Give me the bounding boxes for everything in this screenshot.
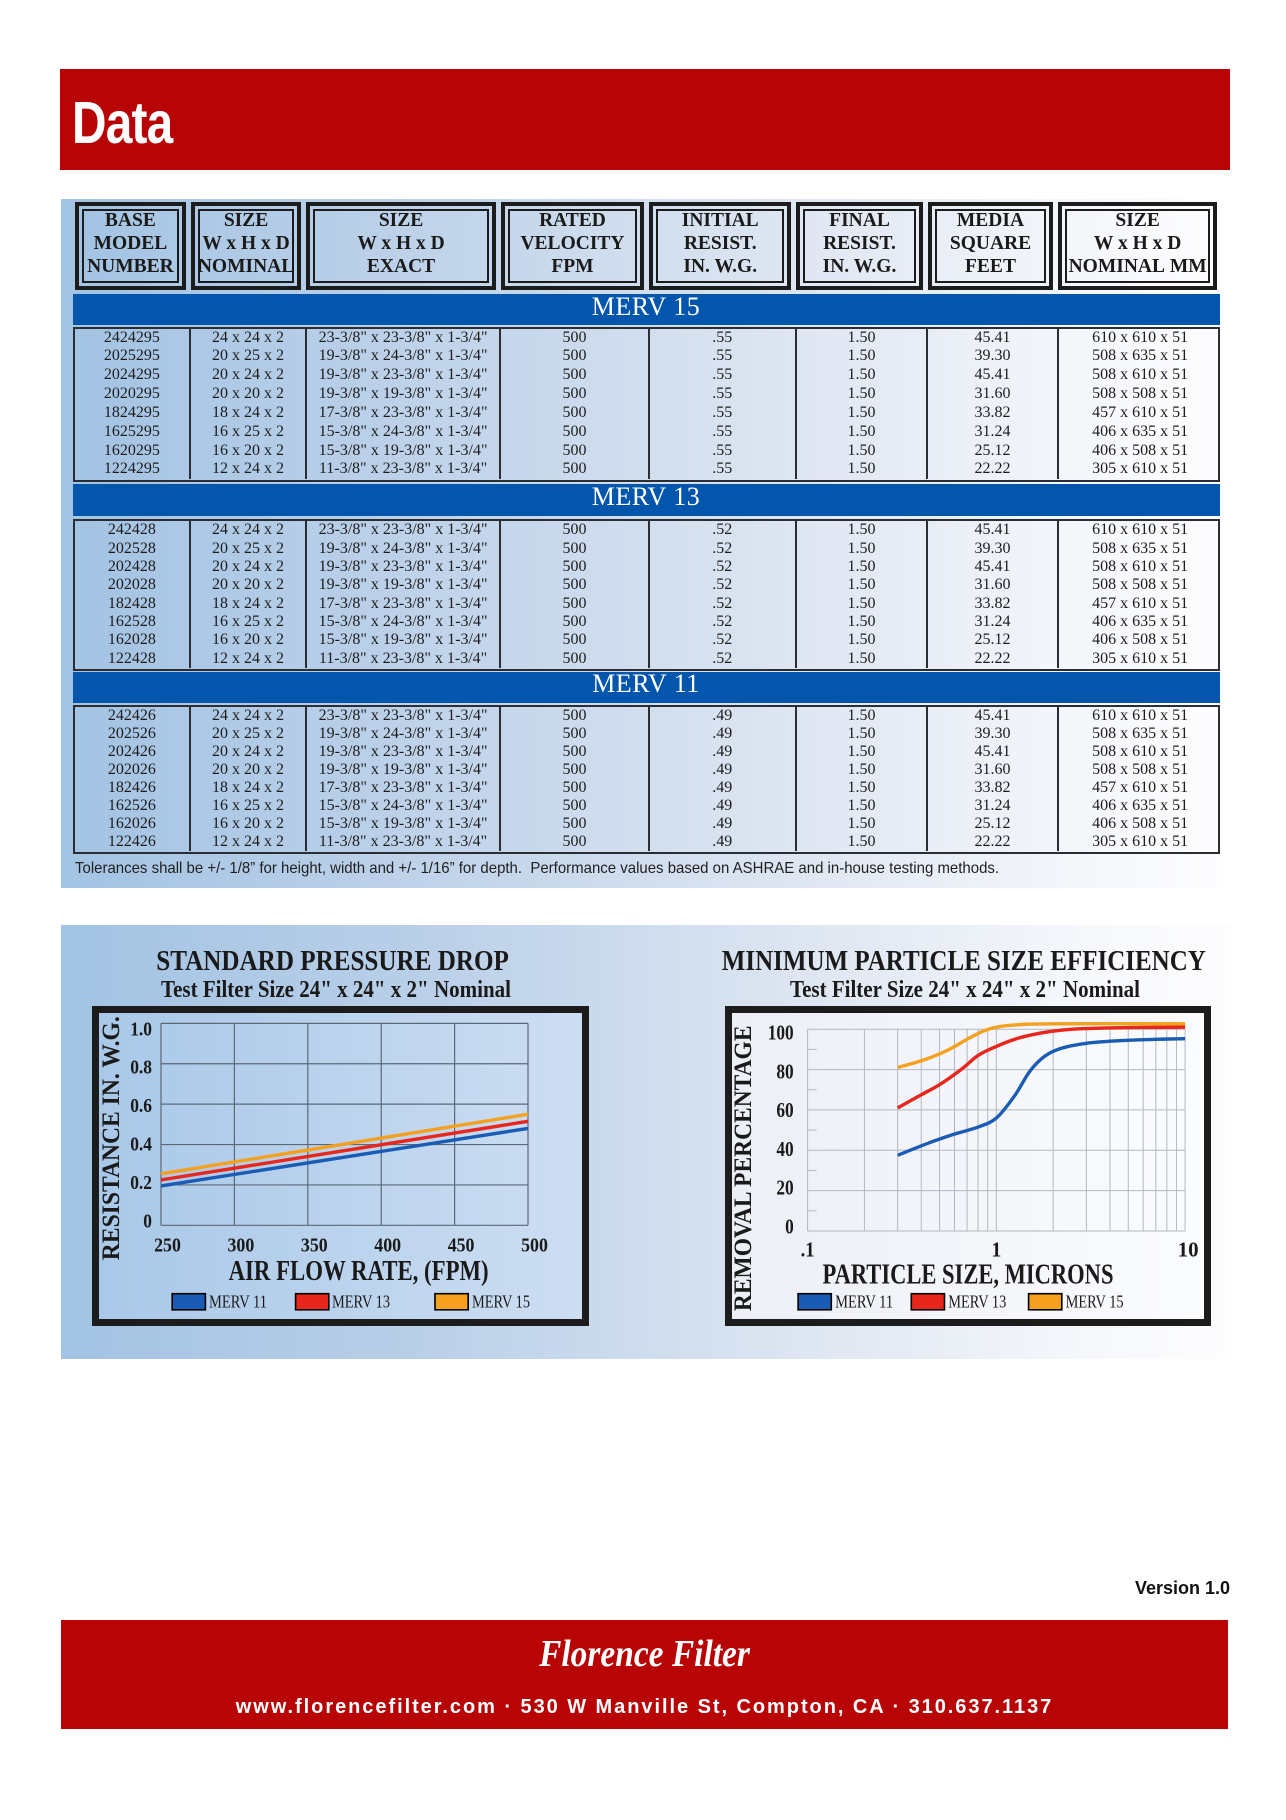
svg-text:1: 1: [991, 1237, 1001, 1261]
svg-text:MERV 13: MERV 13: [332, 1291, 390, 1311]
svg-text:0: 0: [785, 1214, 794, 1238]
svg-text:0.6: 0.6: [130, 1096, 152, 1117]
svg-text:MERV 15: MERV 15: [472, 1291, 530, 1311]
svg-text:0.8: 0.8: [130, 1057, 152, 1078]
svg-text:20: 20: [776, 1175, 793, 1199]
svg-text:1.0: 1.0: [130, 1019, 152, 1040]
svg-text:.1: .1: [800, 1237, 814, 1261]
svg-text:REMOVAL PERCENTAGE: REMOVAL PERCENTAGE: [732, 1025, 757, 1311]
svg-text:PARTICLE SIZE, MICRONS: PARTICLE SIZE, MICRONS: [822, 1259, 1113, 1290]
svg-text:MERV 13: MERV 13: [948, 1291, 1006, 1311]
svg-text:500: 500: [521, 1235, 548, 1256]
svg-text:400: 400: [374, 1235, 401, 1256]
svg-text:0: 0: [143, 1211, 152, 1232]
svg-text:RESISTANCE IN. W.G.: RESISTANCE IN. W.G.: [99, 1016, 125, 1260]
svg-text:450: 450: [448, 1235, 475, 1256]
svg-text:0.4: 0.4: [130, 1134, 152, 1155]
svg-text:100: 100: [768, 1020, 794, 1044]
svg-text:AIR FLOW RATE, (FPM): AIR FLOW RATE, (FPM): [229, 1256, 489, 1287]
svg-text:40: 40: [776, 1136, 793, 1160]
svg-text:300: 300: [228, 1235, 255, 1256]
svg-text:0.2: 0.2: [130, 1172, 152, 1193]
svg-text:MERV 11: MERV 11: [835, 1291, 893, 1311]
svg-text:MERV 11: MERV 11: [209, 1291, 267, 1311]
svg-text:MERV 15: MERV 15: [1065, 1291, 1123, 1311]
svg-text:80: 80: [776, 1059, 793, 1083]
svg-text:250: 250: [154, 1235, 181, 1256]
svg-text:350: 350: [301, 1235, 328, 1256]
svg-text:10: 10: [1177, 1237, 1198, 1261]
svg-text:60: 60: [776, 1098, 793, 1122]
